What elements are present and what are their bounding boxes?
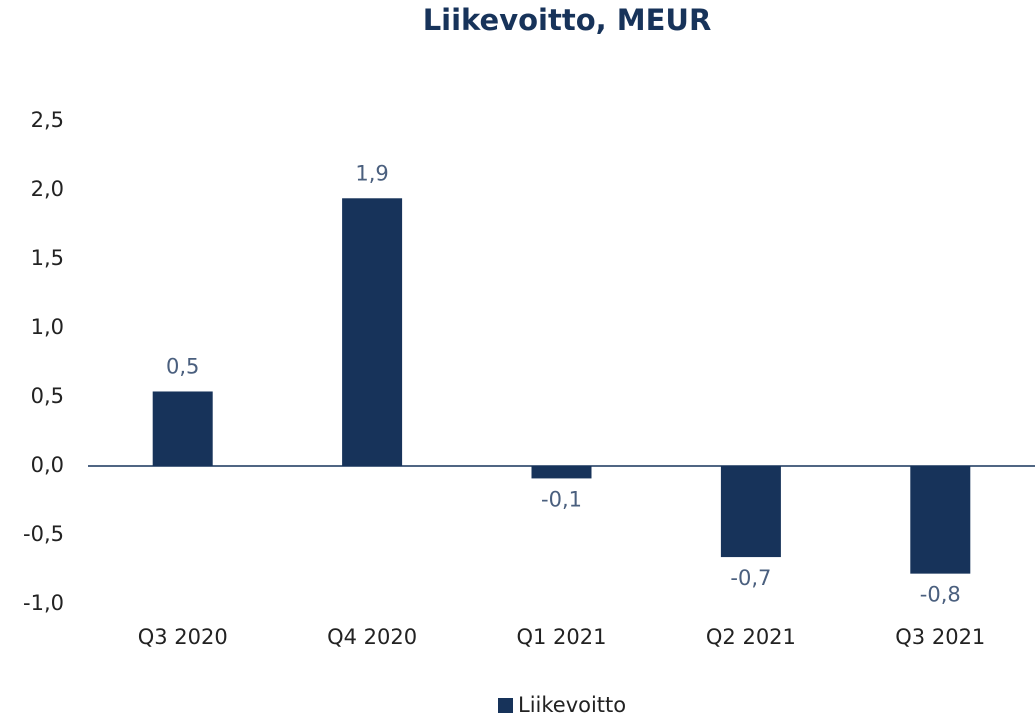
x-tick-label: Q4 2020 (327, 625, 417, 649)
y-tick-label: 2,0 (31, 177, 64, 201)
bar (152, 391, 213, 466)
value-label: -0,7 (730, 566, 771, 590)
bar (342, 198, 403, 466)
legend-label: Liikevoitto (518, 693, 626, 717)
value-label: -0,8 (920, 583, 961, 607)
y-tick-label: 0,0 (31, 453, 64, 477)
y-tick-label: 1,5 (31, 246, 64, 270)
x-tick-label: Q3 2021 (895, 625, 985, 649)
y-tick-label: -1,0 (23, 591, 64, 615)
y-tick-label: 2,5 (31, 108, 64, 132)
x-tick-label: Q2 2021 (706, 625, 796, 649)
x-tick-label: Q1 2021 (516, 625, 606, 649)
chart-title: Liikevoitto, MEUR (423, 3, 712, 37)
value-label: -0,1 (541, 487, 582, 511)
y-tick-label: 0,5 (31, 384, 64, 408)
value-label: 1,9 (355, 161, 388, 185)
bar (910, 466, 971, 574)
bar (531, 466, 592, 479)
y-tick-label: 1,0 (31, 315, 64, 339)
value-label: 0,5 (166, 354, 199, 378)
legend-swatch (498, 698, 513, 713)
bar (720, 466, 781, 558)
x-tick-label: Q3 2020 (138, 625, 228, 649)
y-tick-label: -0,5 (23, 522, 64, 546)
